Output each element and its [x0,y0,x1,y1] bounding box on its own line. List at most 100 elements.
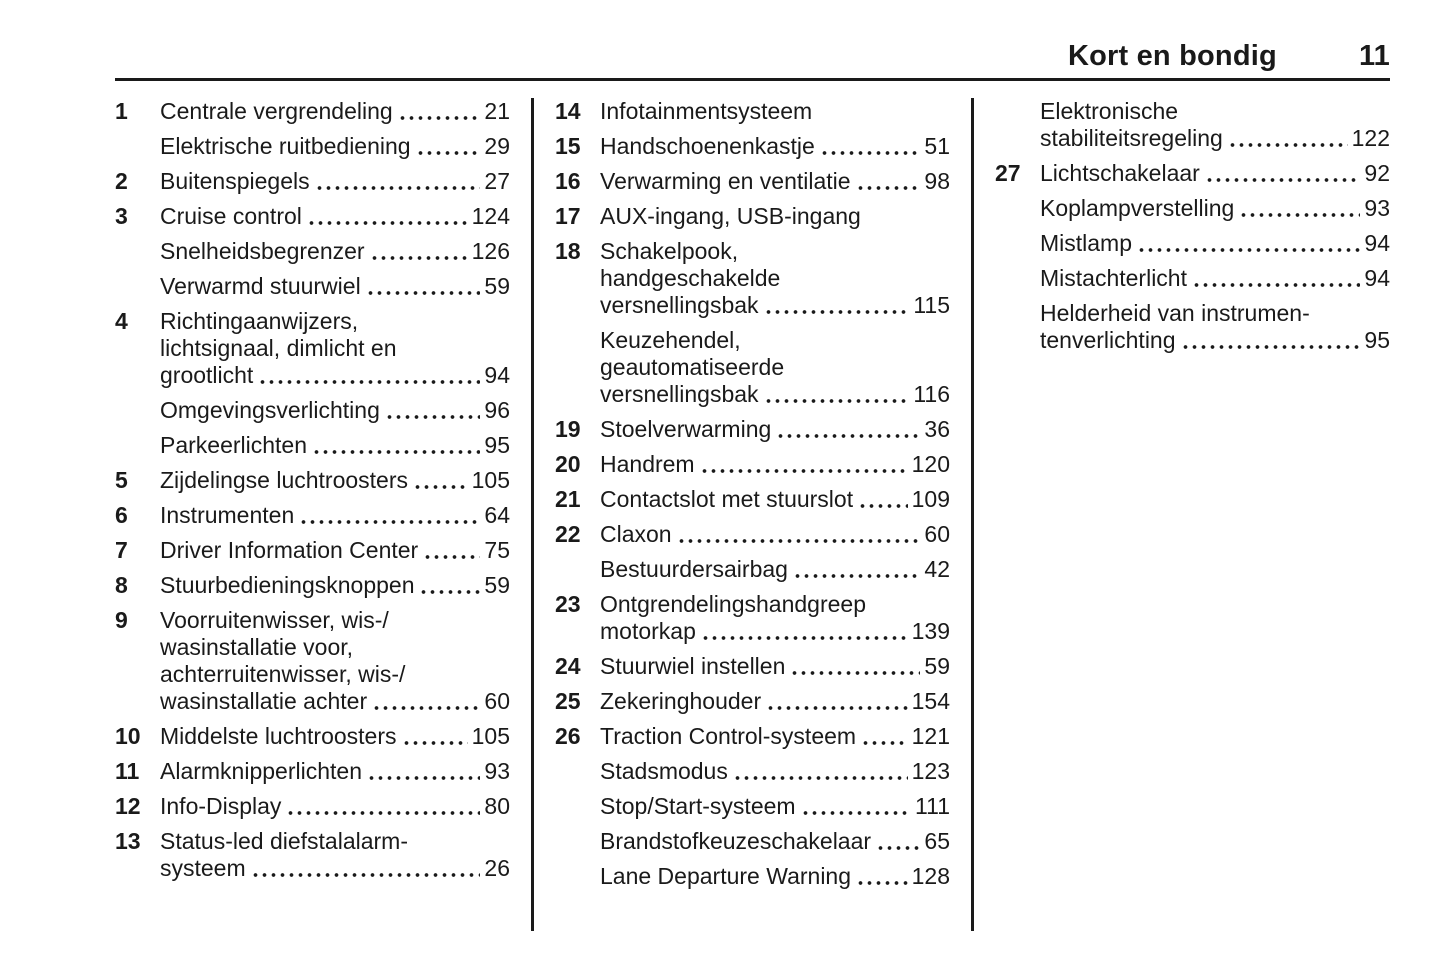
index-entry: 6 Instrumenten 64 [115,502,510,529]
index-entry: 27 Lichtschakelaar 92 [995,160,1390,187]
entry-body: Contactslot met stuurslot 109 [600,486,950,513]
entry-number: 6 [115,502,128,528]
entry-title: Lane Departure Warning [600,863,852,889]
entry-page-ref: 59 [484,572,510,598]
entry-body: Richtingaanwijzers, lichtsignaal, dimlich… [160,308,510,389]
dot-leader [676,521,921,548]
entry-line: Stop/Start-systeem 111 [600,793,950,820]
entry-page-ref: 29 [484,133,510,159]
dot-leader [766,688,908,715]
entry-page-ref: 111 [915,793,950,819]
entry-page-ref: 75 [484,537,510,563]
entry-title: Stop/Start-systeem [600,793,796,819]
entry-line: Keuzehendel, [600,327,950,354]
entry-line: Verwarmd stuurwiel 59 [160,273,510,300]
entry-page-ref: 60 [484,688,510,714]
index-entry: 10 Middelste luchtroosters 105 [115,723,510,750]
entry-line: Schakelpook, [600,238,950,265]
entry-body: Ontgrendelingshandgreep motorkap 139 [600,591,950,645]
entry-line: versnellingsbak 115 [600,292,950,319]
dot-leader [415,133,481,160]
entry-page-ref: 96 [484,397,510,423]
entry-title: Status-led diefstalalarm- [160,828,408,854]
dot-leader [699,451,908,478]
index-entry: 9 Voorruitenwisser, wis-/wasinstallatie v… [115,607,510,715]
entry-page-ref: 26 [484,855,510,881]
entry-page-ref: 105 [471,467,510,493]
entry-page-ref: 116 [913,381,950,407]
entry-number [555,863,600,890]
entry-number: 1 [115,98,128,124]
dot-leader [419,572,481,599]
index-entry: 3 Cruise control 124 [115,203,510,230]
entry-page-ref: 154 [911,688,950,714]
entry-line: Traction Control-systeem 121 [600,723,950,750]
index-entry: Stop/Start-systeem 111 [555,793,950,820]
dot-leader [1137,230,1361,257]
header-rule [115,78,1390,81]
entry-title: versnellingsbak [600,292,759,318]
index-entry: 20 Handrem 120 [555,451,950,478]
entry-page-ref: 124 [471,203,510,229]
entry-number: 8 [115,572,128,598]
entry-page-ref: 94 [484,362,510,388]
dot-leader [401,723,468,750]
dot-leader [700,618,908,645]
entry-number [555,327,600,408]
entry-body: Keuzehendel, geautomatiseerde versnellings… [600,327,950,408]
entry-number [995,300,1040,354]
entry-line: Status-led diefstalalarm- [160,828,510,855]
entry-line: Claxon 60 [600,521,950,548]
entry-title: Verwarmd stuurwiel [160,273,361,299]
entry-line: Buitenspiegels 27 [160,168,510,195]
entry-line: Elektrische ruitbediening 29 [160,133,510,160]
entry-body: Zijdelingse luchtroosters 105 [160,467,510,494]
entry-number [555,758,600,785]
entry-body: Zekeringhouder 154 [600,688,950,715]
entry-page-ref: 92 [1364,160,1390,186]
entry-number: 21 [555,486,581,512]
dot-leader [366,758,481,785]
entry-body: Stuurwiel instellen 59 [600,653,950,680]
dot-leader [732,758,908,785]
entry-body: Mistachterlicht 94 [1040,265,1390,292]
index-entry: 23 Ontgrendelingshandgreep motorkap 139 [555,591,950,645]
entry-number [115,238,160,265]
index-entry: 16 Verwarming en ventilatie 98 [555,168,950,195]
entry-line: stabiliteitsregeling 122 [1040,125,1390,152]
index-entry: Mistlamp 94 [995,230,1390,257]
entry-line: Handrem 120 [600,451,950,478]
entry-line: Verwarming en ventilatie 98 [600,168,950,195]
entry-body: Stop/Start-systeem 111 [600,793,950,820]
entry-title: Koplampverstelling [1040,195,1235,221]
entry-page-ref: 42 [924,556,950,582]
entry-number: 27 [995,160,1021,186]
entry-body: Verwarming en ventilatie 98 [600,168,950,195]
entry-title: handgeschakelde [600,265,781,291]
entry-page-ref: 59 [924,653,950,679]
entry-line: Infotainmentsysteem [600,98,950,125]
entry-line: Zijdelingse luchtroosters 105 [160,467,510,494]
index-entry: 1 Centrale vergrendeling 21 [115,98,510,125]
entry-title: Lichtschakelaar [1040,160,1200,186]
entry-title: Stuurwiel instellen [600,653,786,679]
entry-line: Contactslot met stuurslot 109 [600,486,950,513]
entry-title: versnellingsbak [600,381,759,407]
entry-title: Traction Control-systeem [600,723,857,749]
entry-title: Snelheidsbegrenzer [160,238,365,264]
dot-leader [314,168,481,195]
index-entry: 22 Claxon 60 [555,521,950,548]
entry-body: Lane Departure Warning 128 [600,863,950,890]
entry-body: Driver Information Center 75 [160,537,510,564]
index-entry: Mistachterlicht 94 [995,265,1390,292]
entry-line: Lane Departure Warning 128 [600,863,950,890]
entry-number [115,397,160,424]
entry-body: Koplampverstelling 93 [1040,195,1390,222]
entry-line: Alarmknipperlichten 93 [160,758,510,785]
entry-title: Elektronische [1040,98,1179,124]
dot-leader [1191,265,1361,292]
index-columns: 1 Centrale vergrendeling 21 Elektrische rui… [115,98,1390,931]
entry-line: Lichtschakelaar 92 [1040,160,1390,187]
entry-title: wasinstallatie voor, [160,634,354,660]
entry-line: Handschoenenkastje 51 [600,133,950,160]
